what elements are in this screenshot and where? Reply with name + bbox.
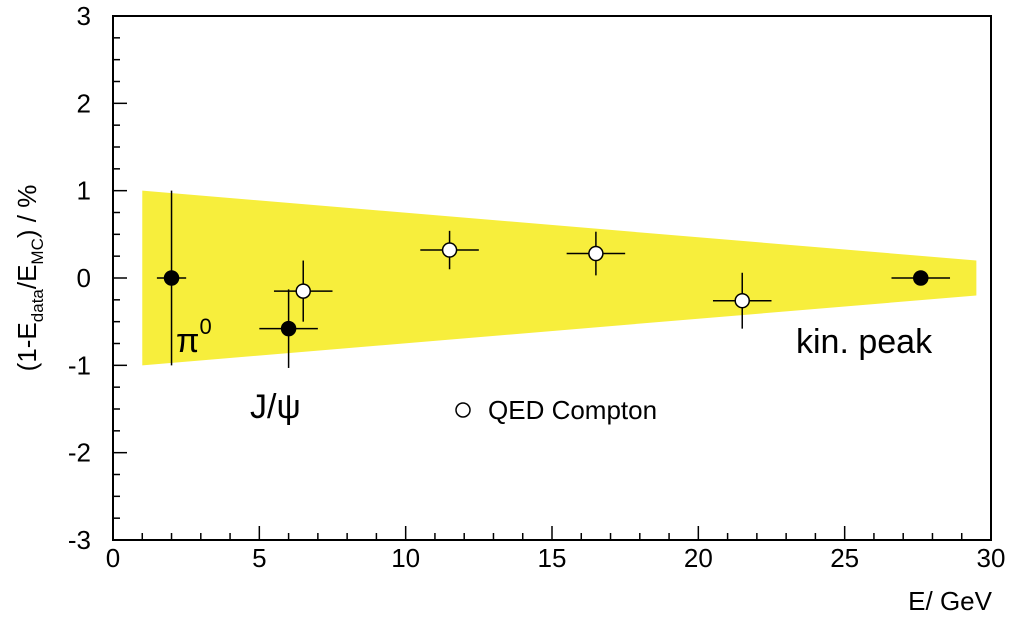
y-axis-title: (1-Edata/EMC) / % <box>12 185 47 372</box>
uncertainty-band <box>142 190 977 366</box>
qed-compton-point <box>273 260 333 322</box>
y-tick-label: 2 <box>77 88 91 118</box>
filled-point <box>156 190 187 366</box>
filled-circle-marker <box>913 270 929 286</box>
x-axis-title: E/ GeV <box>908 586 992 616</box>
open-circle-marker <box>588 245 604 262</box>
y-tick-label: 1 <box>77 176 91 206</box>
y-tick-label: 0 <box>77 263 91 293</box>
qed-compton-point <box>712 272 772 329</box>
open-circle-marker <box>441 242 458 258</box>
axis-ticks: 0 5 10 15 20 25 30 -3 -2 -1 0 1 2 3 <box>68 1 1006 573</box>
qed-compton-point <box>566 231 626 276</box>
y-tick-label: -1 <box>68 350 91 380</box>
legend-marker-open-circle <box>455 402 471 418</box>
x-tick-label: 25 <box>830 543 859 573</box>
y-tick-label: -2 <box>68 438 91 468</box>
uncertainty-band-layer <box>142 190 977 366</box>
filled-point <box>259 289 318 368</box>
filled-point <box>891 270 951 286</box>
legend: QED Compton <box>455 395 657 425</box>
jpsi-label: J/ψ <box>250 388 301 426</box>
open-circle-marker <box>734 292 750 309</box>
x-tick-label: 15 <box>538 543 567 573</box>
kin-peak-label: kin. peak <box>796 323 933 361</box>
legend-label: QED Compton <box>488 395 657 425</box>
x-tick-label: 30 <box>977 543 1006 573</box>
x-tick-label: 5 <box>252 543 266 573</box>
data-points <box>156 190 951 368</box>
x-tick-label: 10 <box>391 543 420 573</box>
x-tick-label: 0 <box>106 543 120 573</box>
filled-circle-marker <box>280 320 297 337</box>
pi0-label: π0 <box>176 314 212 360</box>
y-tick-label: -3 <box>68 525 91 555</box>
y-tick-label: 3 <box>77 1 91 31</box>
x-tick-label: 20 <box>684 543 713 573</box>
filled-circle-marker <box>163 270 180 286</box>
qed-compton-point <box>420 230 479 270</box>
open-circle-marker <box>295 283 311 299</box>
